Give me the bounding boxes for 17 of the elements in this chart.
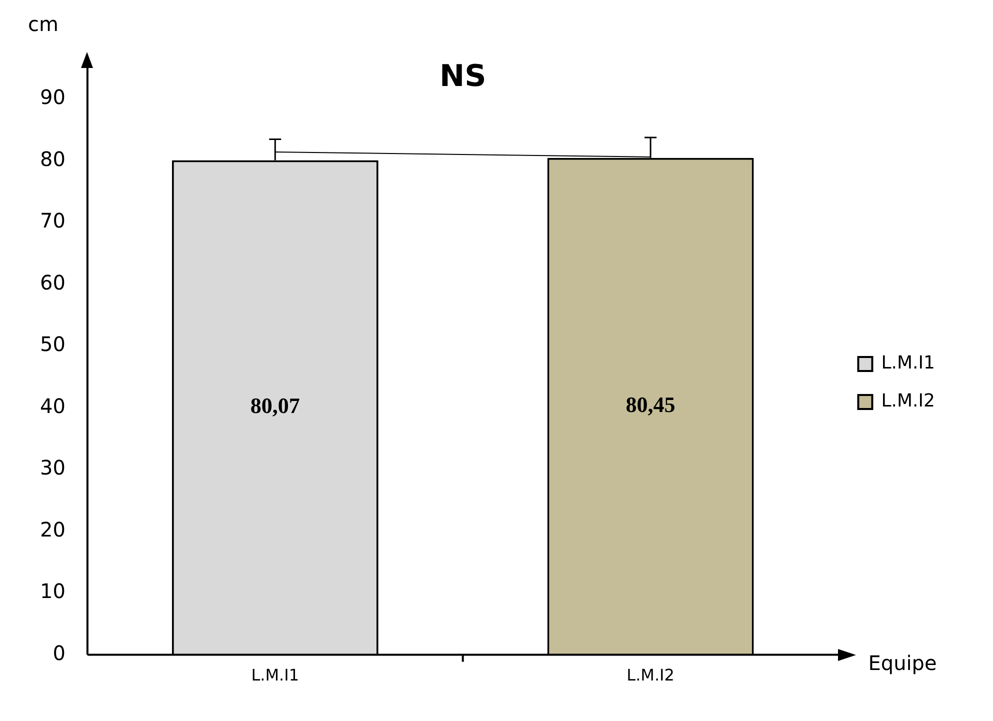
y-tick-label: 90: [40, 85, 66, 110]
y-tick-label: 10: [40, 579, 66, 604]
y-tick-label: 40: [40, 394, 66, 418]
y-tick-label: 50: [40, 332, 66, 356]
y-tick-label: 80: [40, 146, 66, 171]
y-tick-label: 70: [40, 208, 66, 233]
y-tick-label: 20: [40, 517, 66, 542]
y-tick-label: 60: [40, 270, 66, 294]
y-axis-title: cm: [28, 12, 58, 36]
annotation: NS: [439, 58, 486, 94]
x-axis-title: Equipe: [868, 651, 937, 676]
y-tick-label: 30: [40, 456, 66, 480]
legend-label: L.M.I1: [881, 352, 936, 374]
data-label: 80,07: [250, 393, 300, 418]
y-tick-label: 0: [52, 641, 66, 666]
data-label: 80,45: [626, 392, 676, 418]
legend-label: L.M.I2: [881, 390, 936, 412]
